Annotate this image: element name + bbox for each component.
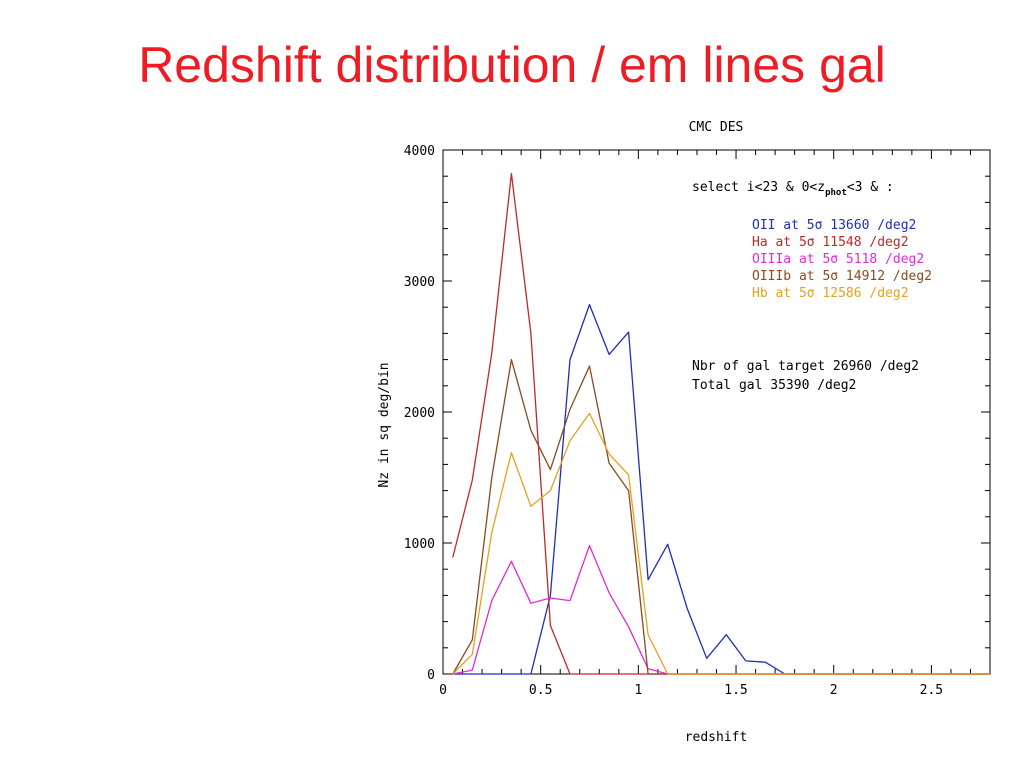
y-tick-label: 1000	[404, 537, 435, 552]
x-axis-label: redshift	[685, 730, 748, 745]
nbr-gal-target-annotation: Nbr of gal target 26960 /deg2	[692, 359, 919, 374]
series-line-oiiia	[452, 544, 990, 675]
selection-prefix: select i<23 & 0<z	[692, 180, 825, 195]
y-tick-label: 4000	[404, 144, 435, 159]
legend-entry-hb: Hb at 5σ 12586 /deg2	[752, 286, 909, 301]
x-tick-label: 2	[830, 683, 838, 698]
legend-entry-oiiib: OIIIb at 5σ 14912 /deg2	[752, 269, 932, 284]
x-tick-label: 0.5	[529, 683, 552, 698]
y-tick-label: 0	[427, 668, 435, 683]
x-tick-label: 1.5	[724, 683, 747, 698]
series-line-oiiib	[452, 358, 990, 675]
series-layer	[452, 172, 990, 675]
ticks-layer: 0 0.5 1 1.5 2 2.5 0 1000 2000 3000 4000	[404, 144, 991, 698]
x-tick-label: 0	[439, 683, 447, 698]
chart-title: CMC DES	[689, 120, 744, 135]
series-line-hb	[452, 412, 990, 675]
y-tick-label: 2000	[404, 406, 435, 421]
y-axis-label: Nz in sq deg/bin	[377, 362, 392, 487]
series-line-ha	[452, 172, 990, 675]
selection-suffix: <3 & :	[847, 180, 894, 195]
legend: OII at 5σ 13660 /deg2 Ha at 5σ 11548 /deg…	[752, 218, 932, 301]
x-tick-label: 1	[634, 683, 642, 698]
legend-entry-oii: OII at 5σ 13660 /deg2	[752, 218, 916, 233]
legend-entry-oiiia: OIIIa at 5σ 5118 /deg2	[752, 252, 924, 267]
x-tick-label: 2.5	[920, 683, 943, 698]
legend-entry-ha: Ha at 5σ 11548 /deg2	[752, 235, 909, 250]
selection-annotation: select i<23 & 0<zphot<3 & :	[692, 180, 894, 198]
y-tick-label: 3000	[404, 275, 435, 290]
total-gal-annotation: Total gal 35390 /deg2	[692, 378, 856, 393]
selection-subscript: phot	[825, 188, 847, 198]
slide-title: Redshift distribution / em lines gal	[138, 37, 886, 93]
annotation-layer: select i<23 & 0<zphot<3 & : OII at 5σ 13…	[692, 180, 932, 393]
